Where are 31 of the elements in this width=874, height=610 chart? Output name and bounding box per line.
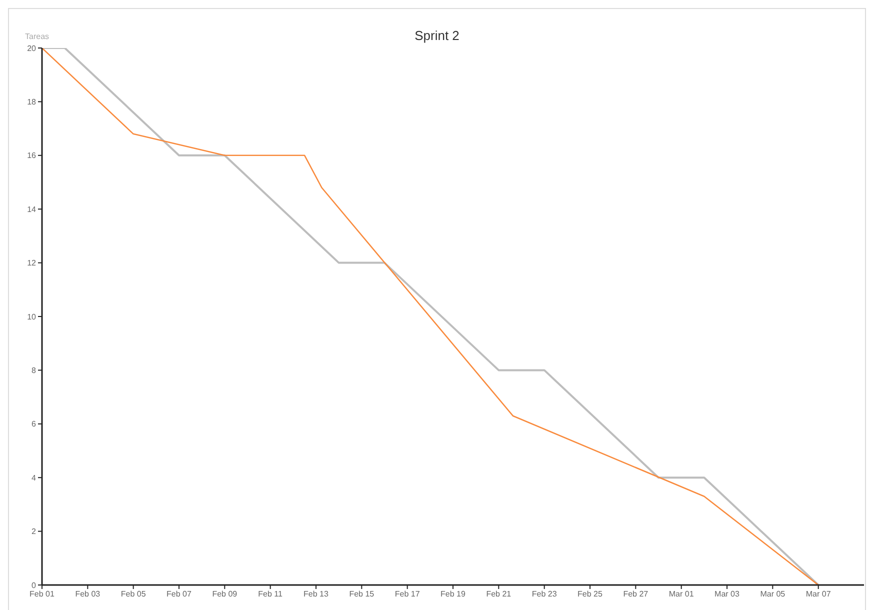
x-tick-label: Feb 15: [349, 590, 375, 599]
x-tick-label: Mar 07: [806, 590, 832, 599]
x-tick-label: Feb 09: [212, 590, 238, 599]
x-tick-label: Feb 01: [30, 590, 56, 599]
x-tick-label: Feb 27: [623, 590, 649, 599]
x-tick-label: Feb 25: [578, 590, 604, 599]
x-tick-label: Feb 17: [394, 590, 420, 599]
y-tick-label: 16: [27, 151, 37, 160]
x-tick-label: Feb 07: [166, 590, 192, 599]
x-tick-label: Feb 23: [532, 590, 558, 599]
y-tick-label: 8: [32, 366, 37, 376]
y-tick-label: 6: [32, 420, 37, 429]
x-tick-label: Feb 05: [120, 590, 146, 599]
x-tick-label: Feb 11: [258, 590, 284, 599]
y-tick-label: 0: [32, 580, 37, 590]
x-tick-label: Feb 21: [486, 590, 512, 599]
x-tick-label: Mar 03: [714, 590, 740, 599]
chart-title: Sprint 2: [414, 28, 460, 43]
x-tick-label: Feb 19: [440, 590, 466, 599]
y-tick-label: 18: [27, 98, 37, 107]
y-tick-label: 12: [27, 258, 37, 268]
y-axis-title: Tareas: [25, 32, 50, 41]
x-tick-label: Mar 01: [668, 590, 694, 599]
y-tick-label: 14: [27, 204, 37, 214]
x-tick-label: Feb 03: [75, 590, 101, 599]
y-tick-label: 4: [32, 473, 37, 482]
y-tick-label: 10: [27, 312, 37, 322]
x-tick-label: Mar 05: [760, 590, 786, 599]
y-tick-label: 20: [27, 44, 37, 53]
y-tick-label: 2: [32, 527, 37, 536]
x-tick-label: Feb 13: [304, 590, 330, 599]
